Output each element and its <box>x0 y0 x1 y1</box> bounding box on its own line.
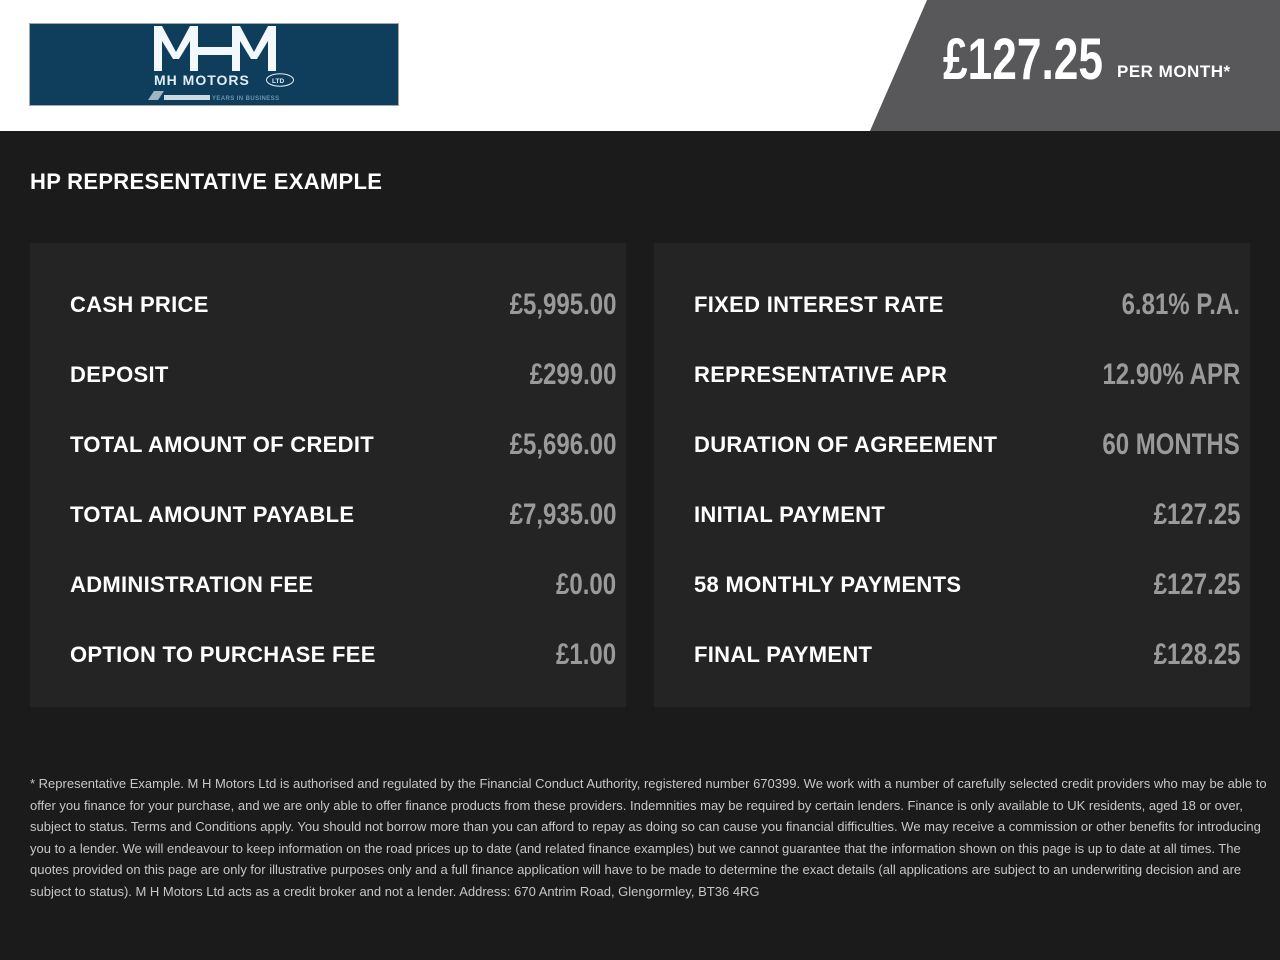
svg-text:MH MOTORS: MH MOTORS <box>154 72 250 88</box>
svg-text:LTD: LTD <box>272 78 284 85</box>
svg-text:YEARS IN BUSINESS: YEARS IN BUSINESS <box>212 96 279 102</box>
